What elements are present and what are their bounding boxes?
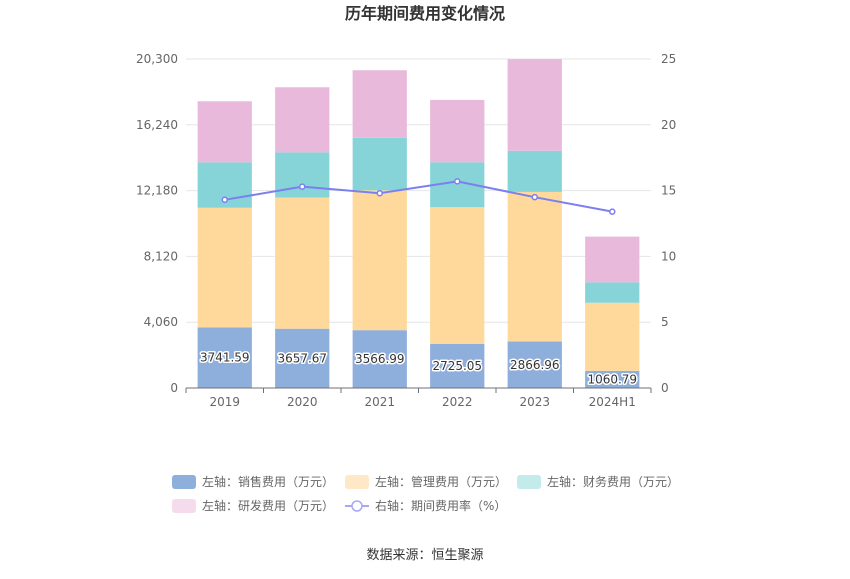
- expense-rate-point: [299, 183, 306, 190]
- legend-swatch: [172, 499, 196, 513]
- bar-segment-4: [197, 101, 252, 163]
- legend-swatch: [172, 475, 196, 489]
- sales-data-label: 2725.05: [432, 359, 482, 373]
- axis-layer: 0 4,060 8,120 12,180 16,240 20,300 0 5 10 15 20 25 2…: [136, 52, 676, 409]
- x-axis-category-label: 2023: [519, 395, 550, 409]
- right-axis-tick-label: 20: [661, 118, 676, 132]
- expense-rate-point: [221, 196, 228, 204]
- bar-segment-1: [430, 343, 485, 388]
- legend-label: 左轴：销售费用（万元）: [202, 474, 334, 489]
- bar-segment-1: [507, 341, 562, 388]
- bar-segment-3: [352, 137, 407, 191]
- right-axis-tick-label: 25: [661, 52, 676, 66]
- legend-swatch: [345, 475, 369, 489]
- bar-segment-1: [352, 330, 407, 388]
- right-axis-tick-label: 10: [661, 249, 676, 263]
- expense-rate-point: [376, 189, 383, 197]
- bar-segment-2: [585, 302, 640, 371]
- chart-title: 历年期间费用变化情况: [345, 4, 505, 23]
- line-layer: [221, 178, 616, 215]
- x-axis-category-label: 2024H1: [589, 395, 636, 409]
- bar-segment-2: [275, 197, 330, 329]
- bar-segment-1: [585, 370, 640, 388]
- sales-data-label: 3741.59: [200, 351, 250, 365]
- sales-data-label: 3657.67: [277, 351, 327, 365]
- bars-layer: [197, 59, 640, 388]
- right-axis-tick-label: 15: [661, 184, 676, 198]
- x-axis-category-label: 2020: [287, 395, 318, 409]
- left-axis-tick-label: 0: [170, 381, 178, 395]
- bar-segment-3: [585, 282, 640, 303]
- sales-data-label: 2866.96: [510, 358, 560, 372]
- left-axis-tick-label: 12,180: [136, 184, 178, 198]
- left-axis-tick-label: 8,120: [144, 249, 178, 263]
- x-axis-category-label: 2022: [442, 395, 473, 409]
- bar-segment-4: [430, 99, 485, 163]
- sales-data-label: 3566.99: [355, 352, 405, 366]
- label-layer: 3741.59 3657.67 3566.99 2725.05 2866.96 1060.…: [198, 349, 638, 388]
- left-axis-tick-label: 4,060: [144, 315, 178, 329]
- left-axis-tick-label: 20,300: [136, 52, 178, 66]
- bar-segment-4: [507, 59, 562, 151]
- sales-data-label: 1060.79: [587, 372, 637, 386]
- bar-segment-1: [197, 327, 252, 388]
- left-axis-tick-label: 16,240: [136, 118, 178, 132]
- bar-segment-2: [197, 207, 252, 328]
- x-axis-category-label: 2019: [209, 395, 240, 409]
- bar-segment-3: [507, 150, 562, 192]
- x-axis-category-label: 2021: [364, 395, 395, 409]
- source-text: 数据来源：恒生聚源: [366, 548, 483, 563]
- bar-segment-1: [275, 328, 330, 388]
- legend-swatch: [517, 475, 541, 489]
- bar-segment-2: [430, 207, 485, 344]
- legend-label: 左轴：管理费用（万元）: [375, 474, 507, 489]
- expense-rate-point: [609, 208, 616, 215]
- expense-rate-point: [531, 193, 538, 201]
- legend-layer: 左轴：销售费用（万元） 左轴：管理费用（万元） 左轴：财务费用（万元） 左轴：研发费用…: [172, 474, 679, 513]
- bar-segment-2: [507, 191, 562, 342]
- expense-rate-line: [224, 180, 613, 213]
- bar-segment-4: [352, 70, 407, 138]
- bar-segment-2: [352, 190, 407, 331]
- bar-segment-4: [275, 87, 330, 153]
- grid-layer: [186, 58, 651, 323]
- legend-label: 左轴：研发费用（万元）: [202, 498, 334, 513]
- expense-rate-point: [454, 178, 461, 185]
- right-axis-tick-label: 5: [661, 315, 669, 329]
- legend-line-marker: [351, 500, 363, 512]
- bar-segment-4: [585, 236, 640, 283]
- right-axis-tick-label: 0: [661, 381, 669, 395]
- legend-label: 左轴：财务费用（万元）: [547, 474, 679, 489]
- legend-label: 右轴：期间费用率（%）: [375, 498, 506, 513]
